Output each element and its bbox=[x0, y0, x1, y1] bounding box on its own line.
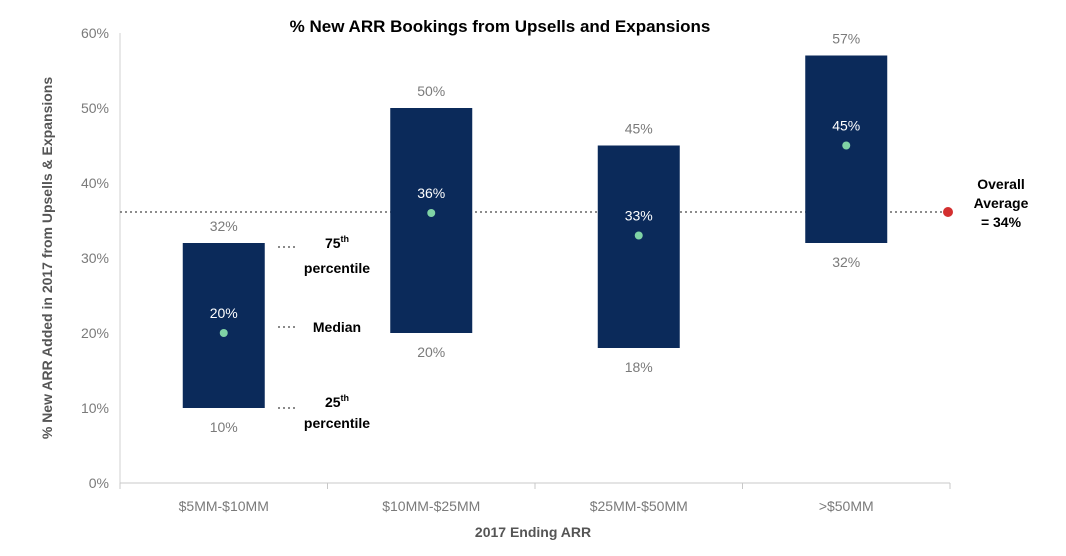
range-box bbox=[597, 145, 680, 348]
x-ticks: $5MM-$10MM $10MM-$25MM $25MM-$50MM >$50MM bbox=[119, 483, 951, 514]
p75-value-label: 57% bbox=[832, 31, 860, 47]
p75-annotation-line-1: 75th bbox=[325, 234, 349, 251]
x-tick-label: $10MM-$25MM bbox=[382, 498, 480, 514]
y-tick-label: 20% bbox=[81, 325, 109, 341]
overall-average-line-1: Overall bbox=[977, 176, 1024, 192]
y-axis: 0% 10% 20% 30% 40% 50% 60% bbox=[81, 25, 121, 491]
y-tick-label: 50% bbox=[81, 100, 109, 116]
p25-value-label: 10% bbox=[210, 419, 238, 435]
y-tick-label: 0% bbox=[89, 475, 109, 491]
p25-annotation-line-2: percentile bbox=[304, 415, 370, 431]
y-tick-label: 10% bbox=[81, 400, 109, 416]
median-dot bbox=[842, 141, 851, 150]
p75-value-label: 32% bbox=[210, 218, 238, 234]
median-annotation: Median bbox=[313, 319, 361, 335]
p25-value-label: 20% bbox=[417, 344, 445, 360]
p75-annotation-suffix: th bbox=[341, 234, 350, 244]
x-tick-label: $25MM-$50MM bbox=[590, 498, 688, 514]
y-tick-label: 60% bbox=[81, 25, 109, 41]
median-dot bbox=[219, 329, 228, 337]
x-axis-title: 2017 Ending ARR bbox=[475, 524, 591, 540]
overall-average-marker bbox=[943, 207, 953, 217]
p75-annotation-line-2: percentile bbox=[304, 260, 370, 276]
range-box bbox=[182, 243, 265, 408]
median-value-label: 36% bbox=[417, 185, 445, 201]
overall-average-label: Overall Average = 34% bbox=[974, 176, 1029, 230]
y-tick-label: 40% bbox=[81, 175, 109, 191]
median-value-label: 45% bbox=[832, 118, 860, 134]
p25-annotation-suffix: th bbox=[341, 393, 350, 403]
median-dot bbox=[634, 231, 643, 240]
percentile-legend: 75th percentile Median 25th percentile bbox=[278, 234, 370, 431]
chart-title: % New ARR Bookings from Upsells and Expa… bbox=[290, 17, 711, 36]
overall-average-line-2: Average bbox=[974, 195, 1029, 211]
p75-annotation-number: 75 bbox=[325, 235, 341, 251]
p25-annotation-number: 25 bbox=[325, 394, 341, 410]
y-axis-title: % New ARR Added in 2017 from Upsells & E… bbox=[39, 77, 55, 439]
median-dot bbox=[427, 209, 436, 217]
p25-value-label: 32% bbox=[832, 254, 860, 270]
range-boxes: 32% 10% 20% 50% 20% 36% 45% 18% 33% 57% 32% 45% bbox=[182, 31, 888, 435]
range-box bbox=[390, 108, 473, 333]
p75-value-label: 45% bbox=[625, 121, 653, 137]
overall-average-line-3: = 34% bbox=[981, 214, 1022, 230]
y-ticks: 0% 10% 20% 30% 40% 50% 60% bbox=[81, 25, 109, 491]
median-value-label: 20% bbox=[210, 305, 238, 321]
x-axis: $5MM-$10MM $10MM-$25MM $25MM-$50MM >$50MM bbox=[119, 482, 951, 514]
p75-value-label: 50% bbox=[417, 83, 445, 99]
x-tick-label: $5MM-$10MM bbox=[179, 498, 269, 514]
p25-value-label: 18% bbox=[625, 359, 653, 375]
p25-annotation-line-1: 25th bbox=[325, 393, 349, 410]
x-tick-label: >$50MM bbox=[819, 498, 874, 514]
y-tick-label: 30% bbox=[81, 250, 109, 266]
median-value-label: 33% bbox=[625, 208, 653, 224]
